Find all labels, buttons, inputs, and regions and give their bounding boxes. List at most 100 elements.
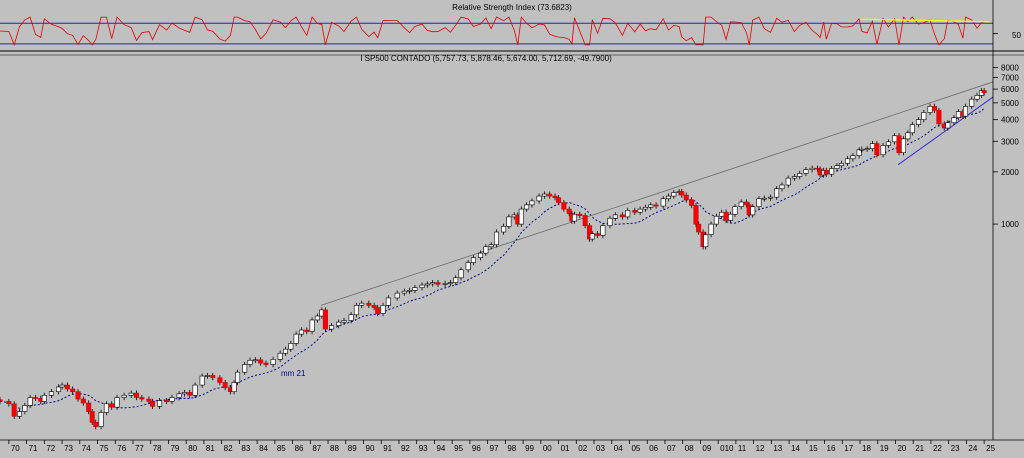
x-tick-label-19: 19 (880, 444, 889, 453)
x-tick-label-010: 010 (720, 444, 734, 453)
candle-down (86, 402, 92, 412)
candle-down (619, 214, 625, 218)
candle-up (242, 364, 248, 373)
candle-up (536, 195, 542, 202)
candle-up (909, 124, 915, 134)
candle-up (969, 98, 975, 107)
x-tick-label-98: 98 (507, 444, 516, 453)
x-tick-label-79: 79 (170, 444, 179, 453)
candle-up (600, 225, 606, 236)
candle-up (589, 233, 595, 240)
candle-up (204, 375, 210, 377)
x-tick-label-16: 16 (827, 444, 836, 453)
candle-up (834, 165, 840, 169)
candle-up (17, 411, 23, 417)
candle-up (56, 386, 62, 393)
candle-up (506, 216, 512, 227)
candle-up (756, 198, 762, 207)
x-tick-label-87: 87 (312, 444, 321, 453)
candle-up (703, 234, 709, 248)
candle-up (838, 163, 844, 167)
candle-up (905, 132, 911, 140)
candle-up (98, 412, 104, 427)
candle-up (856, 149, 862, 156)
candle-up (612, 214, 618, 219)
x-tick-label-01: 01 (561, 444, 570, 453)
candle-down (6, 401, 12, 405)
candle-up (738, 201, 744, 207)
candle-up (465, 262, 471, 271)
candle-up (951, 117, 957, 124)
candle-up (774, 188, 780, 198)
y-tick-label-7000: 7000 (1001, 74, 1019, 83)
candle-up (430, 282, 436, 285)
x-tick-label-76: 76 (117, 444, 126, 453)
candle-up (341, 320, 347, 323)
x-tick-label-78: 78 (153, 444, 162, 453)
candle-down (632, 210, 638, 213)
x-tick-label-02: 02 (578, 444, 587, 453)
candle-down (75, 391, 81, 400)
x-tick-label-95: 95 (454, 444, 463, 453)
candle-up (336, 321, 342, 326)
candle-down (435, 282, 441, 285)
x-tick-label-75: 75 (100, 444, 109, 453)
candle-up (767, 196, 773, 199)
candle-up (453, 277, 459, 283)
candle-up (277, 352, 283, 360)
candle-up (713, 215, 719, 225)
x-tick-label-21: 21 (915, 444, 924, 453)
candle-down (366, 302, 372, 306)
candle-down (263, 362, 269, 365)
candle-up (470, 257, 476, 263)
candle-down (582, 215, 588, 226)
x-tick-label-07: 07 (667, 444, 676, 453)
x-tick-label-25: 25 (986, 444, 995, 453)
candle-up (103, 403, 109, 413)
candle-up (607, 217, 613, 226)
candles (0, 88, 987, 430)
y-tick-label-5000: 5000 (1001, 99, 1019, 108)
candle-up (728, 213, 734, 221)
candle-up (41, 394, 47, 402)
candle-up (829, 168, 835, 175)
x-tick-label-97: 97 (490, 444, 499, 453)
x-tick-label-08: 08 (685, 444, 694, 453)
candle-down (134, 392, 140, 398)
candle-up (407, 290, 413, 292)
x-tick-label-06: 06 (649, 444, 658, 453)
x-tick-label-13: 13 (773, 444, 782, 453)
candle-up (916, 119, 922, 125)
candle-down (64, 384, 70, 390)
candle-down (217, 377, 223, 383)
candle-down (0, 399, 3, 402)
x-tick-label-91: 91 (383, 444, 392, 453)
candle-up (329, 325, 335, 330)
candle-up (157, 400, 163, 407)
x-tick-label-17: 17 (844, 444, 853, 453)
candle-up (424, 283, 430, 286)
candle-up (859, 148, 865, 151)
candle-up (732, 206, 738, 215)
x-tick-label-96: 96 (472, 444, 481, 453)
rsi-title: Relative Strength Index (73.6823) (452, 3, 572, 12)
candle-up (845, 158, 851, 164)
y-tick-label-6000: 6000 (1001, 85, 1019, 94)
x-tick-label-99: 99 (525, 444, 534, 453)
y-tick-label-1000: 1000 (1001, 220, 1019, 229)
candle-up (48, 391, 54, 396)
candle-down (547, 193, 553, 197)
candle-up (353, 305, 359, 316)
x-tick-label-05: 05 (631, 444, 640, 453)
candle-up (121, 394, 127, 398)
y-tick-label-4000: 4000 (1001, 116, 1019, 125)
candle-up (199, 375, 205, 386)
price-panel (0, 81, 994, 430)
candle-down (744, 201, 750, 206)
x-tick-label-70: 70 (11, 444, 20, 453)
candle-up (447, 282, 453, 284)
candle-up (963, 106, 969, 117)
x-tick-label-20: 20 (897, 444, 906, 453)
candle-up (235, 371, 241, 383)
